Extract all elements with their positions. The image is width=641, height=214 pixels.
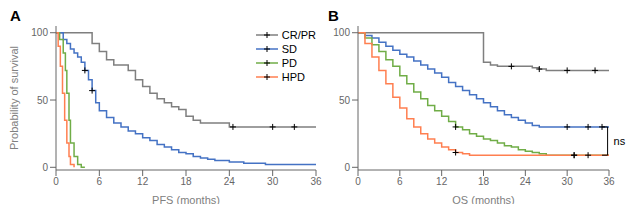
svg-text:18: 18 bbox=[478, 176, 490, 187]
html-text:B: B bbox=[328, 7, 339, 24]
svg-text:24: 24 bbox=[520, 176, 532, 187]
svg-text:0: 0 bbox=[42, 162, 48, 173]
svg-text:Probability of survival: Probability of survival bbox=[8, 46, 20, 150]
svg-text:6: 6 bbox=[397, 176, 403, 187]
html-text:PD: PD bbox=[281, 57, 297, 69]
svg-text:0: 0 bbox=[344, 162, 350, 173]
svg-text:36: 36 bbox=[603, 176, 615, 187]
svg-text:0: 0 bbox=[53, 176, 59, 187]
svg-text:24: 24 bbox=[224, 176, 236, 187]
svg-text:12: 12 bbox=[436, 176, 448, 187]
svg-text:OS (months): OS (months) bbox=[452, 194, 514, 204]
svg-text:100: 100 bbox=[31, 27, 48, 38]
svg-text:ns: ns bbox=[614, 135, 626, 147]
svg-text:12: 12 bbox=[137, 176, 149, 187]
svg-text:6: 6 bbox=[97, 176, 103, 187]
svg-text:0: 0 bbox=[355, 176, 361, 187]
svg-text:18: 18 bbox=[180, 176, 192, 187]
svg-text:PFS (months): PFS (months) bbox=[152, 194, 220, 204]
svg-text:30: 30 bbox=[562, 176, 574, 187]
html-text:CR/PR: CR/PR bbox=[281, 29, 316, 41]
html-text:SD: SD bbox=[281, 43, 297, 55]
svg-text:50: 50 bbox=[339, 95, 351, 106]
html-text:HPD: HPD bbox=[281, 71, 305, 83]
svg-text:30: 30 bbox=[267, 176, 279, 187]
svg-text:100: 100 bbox=[333, 27, 350, 38]
svg-text:50: 50 bbox=[37, 95, 49, 106]
html-text:A: A bbox=[10, 7, 21, 24]
svg-text:36: 36 bbox=[310, 176, 322, 187]
